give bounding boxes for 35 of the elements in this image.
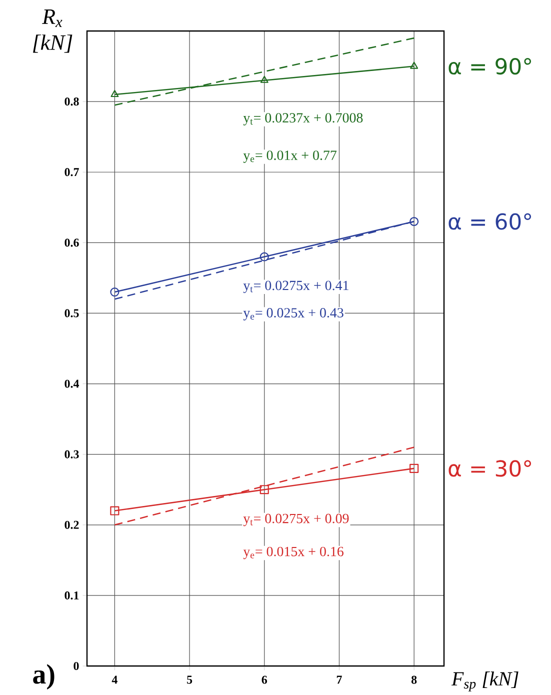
y-tick-label: 0.7 [64, 168, 79, 176]
y-tick-label: 0.3 [64, 450, 79, 458]
annotation: y$_{e}$= 0.015x + 0.16 [243, 546, 344, 560]
series-label: α = 60° [448, 213, 532, 230]
y-tick-label: 0.2 [64, 520, 79, 529]
point [260, 485, 269, 494]
y-tick-label: 0.4 [64, 380, 79, 388]
annotation: y$_{e}$= 0.01x + 0.77 [243, 150, 337, 163]
point [410, 62, 418, 69]
point [410, 216, 419, 226]
y-tick-label: 0.1 [64, 591, 79, 600]
x-tick-label: 4 [112, 676, 118, 684]
point [110, 288, 120, 297]
series-label: α = 90° [448, 58, 532, 75]
x-tick-label: 7 [336, 676, 342, 684]
y-tick-label: 0.8 [64, 97, 79, 106]
x-tick-label: 6 [262, 676, 268, 684]
point [410, 464, 419, 473]
point [110, 506, 120, 516]
annotation: y$_{t}$= 0.0237x + 0.7008 [243, 113, 363, 126]
y-tick-label: 0.6 [64, 238, 79, 247]
y-tick-label: 0 [74, 662, 79, 670]
x-tick-label: 8 [411, 676, 417, 684]
annotation: y$_{e}$= 0.025x + 0.43 [243, 308, 344, 320]
text: a) [33, 664, 54, 690]
point [110, 90, 119, 98]
point [260, 76, 268, 83]
series-label: α = 30° [448, 460, 532, 477]
x-axis-title: F$_{sp}$ [kN] [451, 672, 518, 692]
y-tick-label: 0.5 [64, 309, 79, 318]
annotation: y$_{t}$= 0.0275x + 0.09 [243, 514, 349, 526]
annotation: y$_{t}$= 0.0275x + 0.41 [243, 280, 348, 294]
point [260, 252, 269, 262]
y-axis-title: R$_{x}$ [kN] [33, 10, 72, 53]
x-tick-label: 5 [187, 676, 192, 684]
